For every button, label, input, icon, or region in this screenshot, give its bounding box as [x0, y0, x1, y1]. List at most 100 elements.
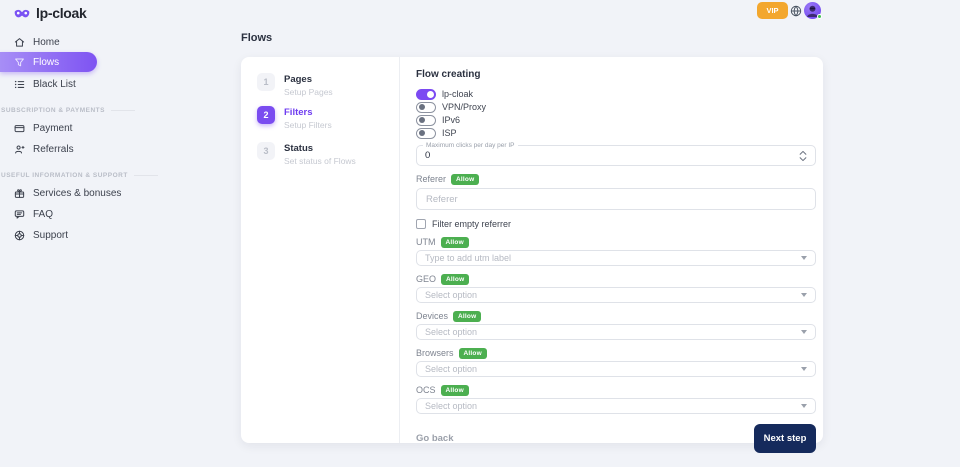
sidebar-item-black-list[interactable]: Black List: [0, 74, 230, 94]
sidebar: Home Flows Black List SUBSCRIPTION & PAY…: [0, 32, 230, 245]
toggle-lp-cloak[interactable]: lp-cloak: [416, 88, 816, 100]
toggle-ipv6[interactable]: IPv6: [416, 114, 816, 126]
step-number-badge: 1: [257, 73, 275, 91]
step-filters[interactable]: 2 Filters Setup Filters: [257, 106, 332, 130]
sidebar-item-referrals[interactable]: Referrals: [0, 139, 230, 159]
app-logo[interactable]: lp-cloak: [13, 5, 87, 21]
caret-down-icon: [801, 404, 807, 408]
card-divider: [399, 57, 400, 443]
logo-mask-icon: [14, 9, 30, 17]
go-back-link[interactable]: Go back: [416, 433, 454, 444]
section-title: SUBSCRIPTION & PAYMENTS: [1, 106, 105, 114]
switch-knob: [419, 104, 425, 110]
devices-label: Devices: [416, 311, 449, 321]
home-icon: [14, 37, 25, 47]
person-plus-icon: [15, 145, 25, 153]
referer-allow-badge[interactable]: Allow: [451, 173, 480, 185]
number-stepper-icon[interactable]: [799, 150, 807, 162]
next-step-button[interactable]: Next step: [754, 424, 816, 453]
geo-label-row: GEO Allow: [416, 273, 816, 285]
ocs-select[interactable]: Select option: [416, 398, 816, 414]
step-subtitle: Setup Filters: [284, 120, 332, 130]
sidebar-item-label: Support: [33, 229, 69, 241]
credit-card-icon: [14, 124, 25, 132]
section-title: USEFUL INFORMATION & SUPPORT: [1, 171, 128, 179]
sidebar-item-flows[interactable]: Flows: [0, 52, 97, 72]
max-clicks-input[interactable]: [425, 150, 799, 161]
caret-down-icon: [801, 330, 807, 334]
vip-button[interactable]: VIP: [757, 2, 788, 19]
flow-form: Flow creating lp-cloak VPN/Proxy IPv6 IS…: [416, 57, 816, 453]
sidebar-item-label: Flows: [33, 56, 60, 68]
sidebar-item-payment[interactable]: Payment: [0, 118, 230, 138]
ocs-label: OCS: [416, 385, 436, 395]
life-ring-icon: [14, 230, 25, 240]
step-number-badge: 2: [257, 106, 275, 124]
max-clicks-field[interactable]: Maximum clicks per day per IP: [416, 142, 816, 166]
section-divider: [110, 109, 135, 111]
toggle-label: IPv6: [442, 115, 461, 125]
step-pages[interactable]: 1 Pages Setup Pages: [257, 73, 333, 97]
toggle-vpn-proxy[interactable]: VPN/Proxy: [416, 101, 816, 113]
referer-input[interactable]: [416, 188, 816, 210]
caret-down-icon: [801, 293, 807, 297]
switch-knob: [426, 91, 434, 98]
sidebar-item-label: Referrals: [33, 143, 74, 155]
sidebar-item-services-bonuses[interactable]: Services & bonuses: [0, 183, 230, 203]
globe-language-icon[interactable]: [790, 4, 802, 17]
geo-allow-badge[interactable]: Allow: [441, 273, 470, 285]
sidebar-section-useful: USEFUL INFORMATION & SUPPORT: [0, 170, 230, 180]
referer-label: Referer: [416, 174, 447, 184]
toggle-switch-off[interactable]: [416, 114, 436, 126]
browsers-select[interactable]: Select option: [416, 361, 816, 377]
sidebar-item-label: FAQ: [33, 208, 54, 220]
utm-input[interactable]: [425, 253, 801, 263]
gift-icon: [14, 188, 25, 198]
browsers-label: Browsers: [416, 348, 454, 358]
utm-input-box[interactable]: [416, 250, 816, 266]
step-status[interactable]: 3 Status Set status of Flows: [257, 142, 356, 166]
flow-card: 1 Pages Setup Pages 2 Filters Setup Filt…: [241, 57, 823, 453]
section-divider: [133, 174, 158, 176]
browsers-label-row: Browsers Allow: [416, 347, 816, 359]
step-number-badge: 3: [257, 142, 275, 160]
sidebar-item-home[interactable]: Home: [0, 32, 230, 52]
step-title: Pages: [284, 74, 312, 85]
max-clicks-label: Maximum clicks per day per IP: [423, 142, 518, 150]
toggle-switch-off[interactable]: [416, 127, 436, 139]
browsers-allow-badge[interactable]: Allow: [458, 347, 487, 359]
page-title: Flows: [241, 32, 273, 44]
toggle-label: ISP: [442, 128, 457, 138]
toggle-label: VPN/Proxy: [442, 102, 487, 112]
toggle-switch-off[interactable]: [416, 101, 436, 113]
bottom-strip: [0, 467, 960, 475]
step-subtitle: Set status of Flows: [284, 156, 356, 166]
flows-icon: [15, 58, 24, 66]
geo-select[interactable]: Select option: [416, 287, 816, 303]
filter-empty-referrer-label: Filter empty referrer: [432, 219, 512, 229]
step-subtitle: Setup Pages: [284, 87, 333, 97]
sidebar-item-support[interactable]: Support: [0, 225, 230, 245]
form-footer: Go back Next step: [416, 424, 816, 453]
step-title: Filters: [284, 107, 313, 118]
devices-allow-badge[interactable]: Allow: [453, 310, 482, 322]
chat-icon: [14, 209, 25, 219]
utm-allow-badge[interactable]: Allow: [440, 236, 469, 248]
switch-knob: [419, 117, 425, 123]
toggle-switch-on[interactable]: [416, 88, 436, 100]
online-status-dot: [817, 14, 822, 19]
user-avatar[interactable]: [804, 2, 821, 19]
filter-empty-referrer-checkbox[interactable]: [416, 219, 426, 229]
devices-select[interactable]: Select option: [416, 324, 816, 340]
utm-label-row: UTM Allow: [416, 236, 816, 248]
toggle-label: lp-cloak: [442, 89, 474, 99]
app-title: lp-cloak: [36, 5, 87, 21]
select-placeholder: Select option: [425, 364, 478, 374]
sidebar-item-label: Services & bonuses: [33, 187, 122, 199]
toggle-isp[interactable]: ISP: [416, 127, 816, 139]
sidebar-item-faq[interactable]: FAQ: [0, 204, 230, 224]
ocs-allow-badge[interactable]: Allow: [440, 384, 469, 396]
filter-empty-referrer-row[interactable]: Filter empty referrer: [416, 219, 816, 229]
sidebar-item-label: Black List: [33, 78, 76, 90]
sidebar-section-subscription: SUBSCRIPTION & PAYMENTS: [0, 105, 230, 115]
